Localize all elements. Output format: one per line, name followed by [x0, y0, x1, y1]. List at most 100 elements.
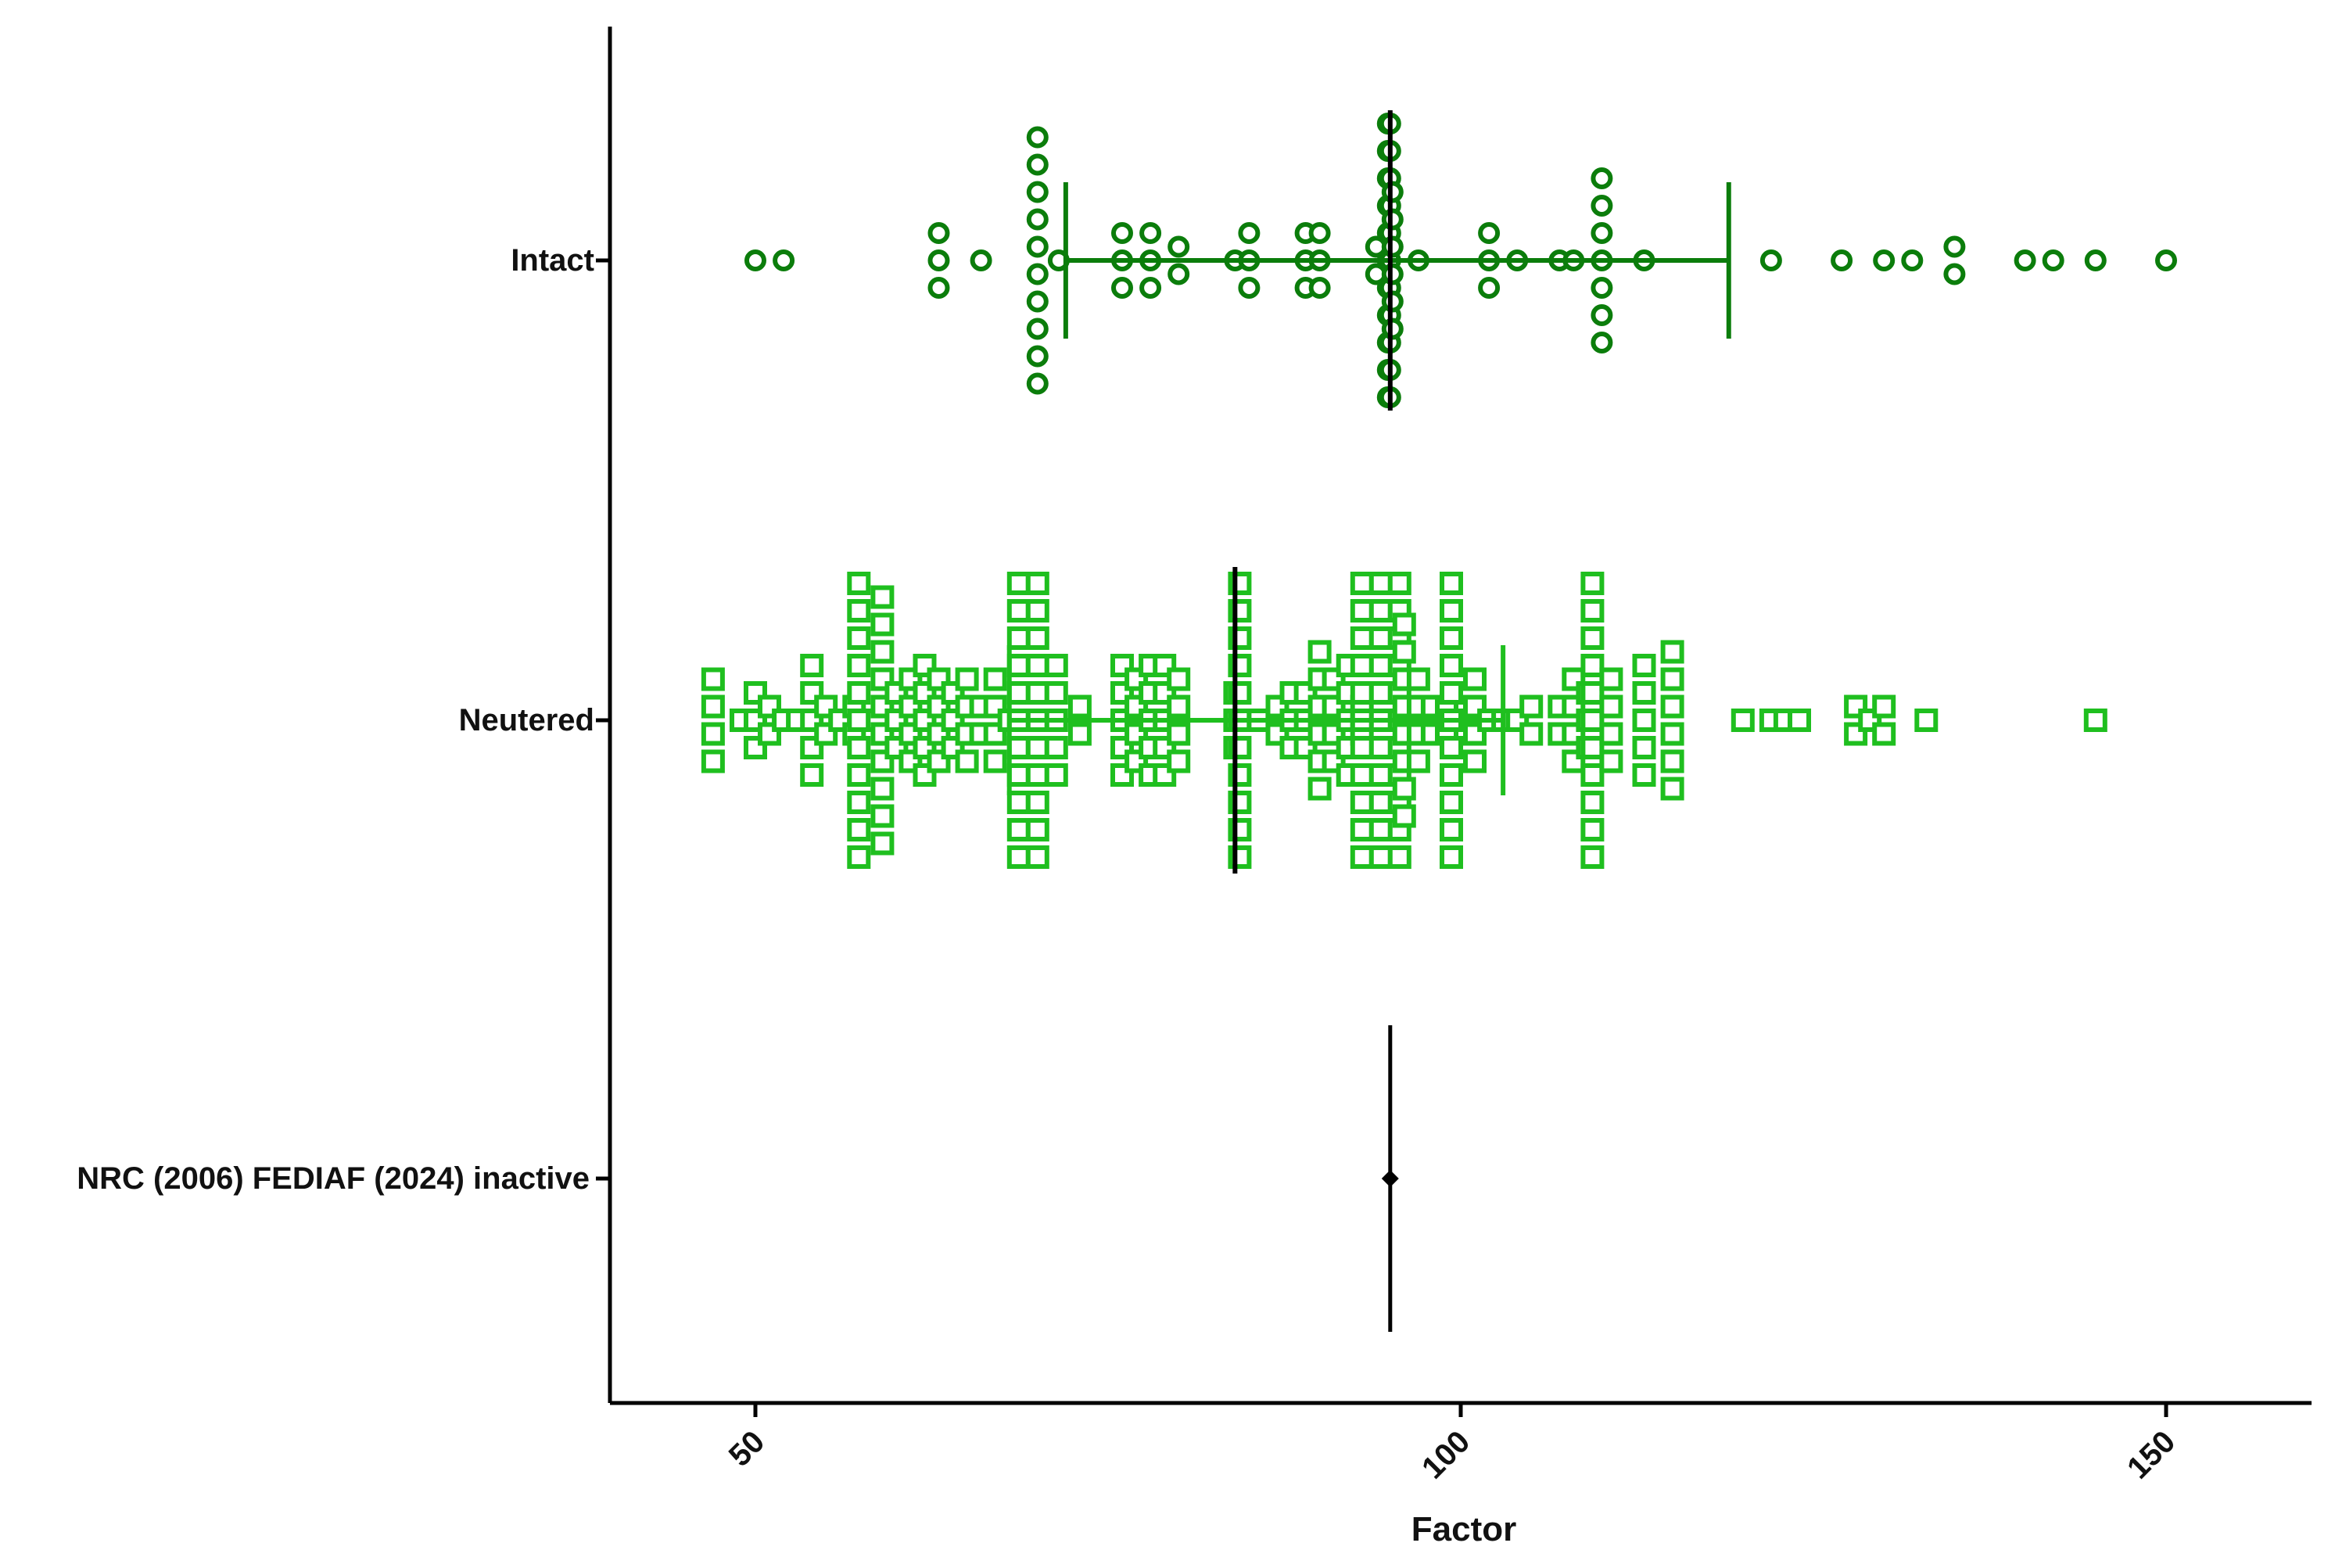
- neutered-point-84: [1006, 818, 1031, 841]
- intact-point-15: [1026, 372, 1049, 395]
- neutered-point-177: [1350, 763, 1374, 787]
- neutered-point-267: [1632, 681, 1656, 705]
- neutered-point-258: [1580, 763, 1605, 787]
- intact-point-1: [773, 249, 795, 271]
- neutered-point-78: [1006, 654, 1031, 677]
- neutered-point-178: [1350, 791, 1374, 814]
- neutered-point-181: [1368, 572, 1393, 595]
- neutered-point-212: [1392, 804, 1416, 828]
- points-layer: [701, 113, 2177, 869]
- neutered-point-285: [1872, 722, 1896, 746]
- neutered-point-123: [1167, 667, 1191, 691]
- neutered-point-12: [800, 654, 824, 677]
- neutered-point-189: [1368, 791, 1393, 814]
- neutered-point-42: [870, 804, 895, 828]
- neutered-point-75: [1006, 572, 1031, 595]
- labels-layer: Intact Neutered NRC (2006) FEDIAF (2024)…: [77, 243, 2182, 1548]
- intact-point-80: [1759, 249, 1782, 271]
- neutered-point-70: [983, 694, 1007, 719]
- neutered-point-188: [1368, 763, 1393, 787]
- neutered-point-216: [1406, 749, 1430, 773]
- neutered-point-270: [1632, 763, 1656, 787]
- neutered-point-95: [1025, 818, 1049, 841]
- neutered-point-26: [847, 681, 871, 705]
- neutered-point-88: [1025, 626, 1049, 650]
- neutered-point-255: [1580, 681, 1605, 705]
- neutered-point-28: [847, 736, 871, 759]
- neutered-point-150: [1307, 640, 1332, 664]
- intact-point-87: [2042, 249, 2064, 271]
- neutered-point-27: [847, 709, 871, 732]
- intact-point-2: [927, 222, 950, 244]
- neutered-point-206: [1392, 640, 1416, 664]
- summary-lines-layer: [1006, 110, 1731, 1332]
- neutered-point-1: [701, 694, 725, 719]
- neutered-point-3: [701, 749, 725, 773]
- neutered-point-227: [1440, 736, 1463, 759]
- neutered-point-40: [870, 749, 895, 773]
- intact-point-68: [1478, 277, 1501, 299]
- neutered-point-202: [1387, 845, 1411, 869]
- neutered-point-34: [870, 585, 895, 609]
- neutered-point-23: [847, 599, 871, 623]
- intact-point-85: [1943, 263, 1966, 285]
- neutered-point-171: [1350, 599, 1374, 623]
- neutered-point-77: [1006, 626, 1031, 650]
- neutered-point-100: [1044, 736, 1068, 759]
- intact-point-77: [1591, 304, 1613, 326]
- neutered-point-261: [1580, 845, 1605, 869]
- x-axis-title: Factor: [1411, 1510, 1516, 1548]
- neutered-point-272: [1660, 667, 1684, 691]
- intact-point-81: [1831, 249, 1853, 271]
- intact-point-9: [1026, 208, 1049, 231]
- neutered-point-213: [1406, 667, 1430, 691]
- neutered-point-58: [927, 722, 951, 746]
- neutered-point-30: [847, 791, 871, 814]
- neutered-point-271: [1660, 640, 1684, 664]
- intact-point-84: [1943, 235, 1966, 258]
- reference-point: [1381, 1170, 1399, 1187]
- neutered-point-103: [1067, 722, 1092, 746]
- neutered-point-230: [1440, 818, 1463, 841]
- intact-point-4: [927, 277, 950, 299]
- intact-point-74: [1591, 222, 1613, 244]
- neutered-point-180: [1350, 845, 1374, 869]
- neutered-point-266: [1632, 654, 1656, 677]
- neutered-point-184: [1368, 654, 1393, 677]
- neutered-point-102: [1067, 694, 1092, 719]
- neutered-point-259: [1580, 791, 1605, 814]
- neutered-point-251: [1580, 572, 1605, 595]
- neutered-point-94: [1025, 791, 1049, 814]
- neutered-point-63: [955, 667, 979, 691]
- neutered-point-31: [847, 818, 871, 841]
- neutered-point-66: [955, 749, 979, 773]
- neutered-point-263: [1599, 694, 1623, 719]
- neutered-point-0: [701, 667, 725, 691]
- neutered-point-131: [1228, 599, 1252, 623]
- neutered-point-35: [870, 612, 895, 637]
- intact-point-82: [1873, 249, 1896, 271]
- neutered-point-284: [1872, 694, 1896, 719]
- axes-layer: [596, 27, 2312, 1417]
- neutered-point-76: [1006, 599, 1031, 623]
- neutered-point-16: [800, 763, 824, 787]
- intact-point-86: [2014, 249, 2036, 271]
- neutered-point-275: [1660, 749, 1684, 773]
- neutered-point-41: [870, 777, 895, 801]
- intact-point-3: [927, 249, 950, 271]
- neutered-point-254: [1580, 654, 1605, 677]
- x-tick-label-100: 100: [1415, 1424, 1476, 1485]
- intact-point-6: [1026, 126, 1049, 149]
- neutered-point-43: [870, 831, 895, 856]
- category-label-neutered: Neutered: [459, 703, 594, 737]
- neutered-point-173: [1350, 654, 1374, 677]
- neutered-point-192: [1387, 572, 1411, 595]
- neutered-point-257: [1580, 736, 1605, 759]
- x-tick-label-50: 50: [723, 1424, 772, 1473]
- neutered-point-221: [1440, 572, 1463, 595]
- neutered-point-176: [1350, 736, 1374, 759]
- intact-point-24: [1168, 263, 1190, 285]
- intact-point-32: [1308, 222, 1331, 244]
- neutered-point-191: [1368, 845, 1393, 869]
